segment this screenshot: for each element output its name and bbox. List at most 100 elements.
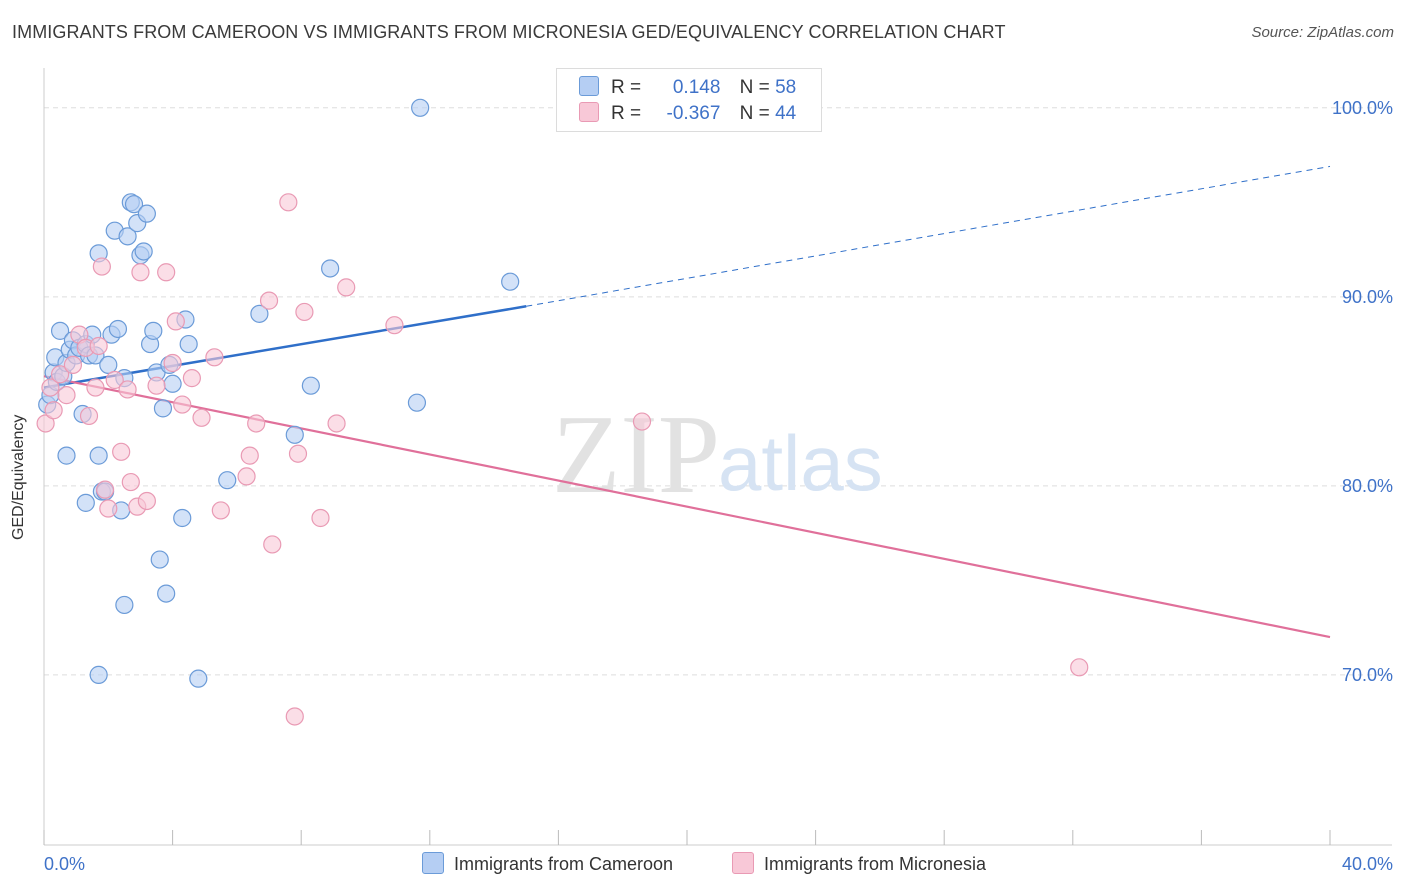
cameroon-trendline-extension [526, 165, 1331, 307]
cameroon-point [137, 204, 156, 223]
source-label: Source: ZipAtlas.com [1251, 24, 1394, 41]
y-tick-label: 100.0% [1332, 98, 1393, 118]
legend-item-micronesia: Immigrants from Micronesia [732, 852, 986, 875]
cameroon-point [179, 334, 198, 354]
watermark-zip: ZIP [552, 393, 720, 517]
cameroon-point [50, 321, 70, 340]
points-layer [36, 98, 1089, 726]
micronesia-point [192, 408, 211, 427]
tick-labels: 70.0% 80.0% 90.0% 100.0% 0.0% 40.0% [44, 98, 1393, 874]
cameroon-point [115, 595, 134, 615]
legend-label-cameroon: Immigrants from Cameroon [454, 854, 674, 874]
micronesia-point [147, 376, 166, 395]
cameroon-point [76, 493, 95, 512]
micronesia-point [95, 480, 115, 499]
micronesia-point [79, 406, 99, 426]
micronesia-point [632, 412, 652, 431]
micronesia-point [247, 414, 266, 433]
cameroon-point [218, 471, 237, 490]
micronesia-point [89, 336, 108, 356]
micronesia-point [311, 508, 330, 528]
micronesia-point [259, 291, 279, 310]
cameroon-point [144, 321, 163, 340]
axis-layer [43, 68, 1392, 846]
micronesia-point [121, 472, 140, 492]
micronesia-point [131, 263, 150, 282]
y-tick-label: 90.0% [1342, 287, 1393, 307]
stats-legend: R = 0.148 N = 58 R = -0.367 N = 44 [556, 68, 822, 132]
cameroon-point [134, 242, 153, 261]
micronesia-point [263, 535, 282, 554]
cameroon-legend-swatch [422, 852, 444, 874]
cameroon-point [501, 272, 520, 291]
micronesia-point [44, 401, 63, 420]
cameroon-point [108, 319, 128, 339]
legend-label-micronesia: Immigrants from Micronesia [764, 854, 987, 874]
micronesia-point [118, 380, 137, 399]
micronesia-point [36, 414, 55, 433]
legend-item-cameroon: Immigrants from Cameroon [422, 852, 673, 875]
micronesia-point [288, 444, 308, 463]
r-label: R = [611, 77, 642, 98]
cameroon-point [99, 355, 118, 374]
r-label: R = [611, 103, 642, 124]
cameroon-point [411, 98, 430, 117]
micronesia-point [41, 378, 60, 397]
micronesia-point [211, 501, 230, 520]
n-value: 44 [775, 103, 797, 124]
micronesia-point [337, 278, 356, 297]
micronesia-point [57, 386, 76, 405]
micronesia-point [99, 499, 118, 518]
cameroon-point [57, 446, 76, 465]
stats-row-cameroon: R = 0.148 N = 58 [579, 76, 796, 100]
n-label: N = [739, 77, 770, 98]
micronesia-point [92, 257, 111, 276]
n-value: 58 [775, 77, 797, 98]
micronesia-point [157, 263, 176, 282]
cameroon-point [321, 259, 340, 278]
micronesia-point [240, 446, 259, 465]
micronesia-point [205, 348, 224, 367]
micronesia-swatch [579, 102, 599, 122]
cameroon-point [157, 584, 176, 603]
n-label: N = [739, 103, 770, 124]
cameroon-point [124, 195, 144, 214]
micronesia-point [237, 467, 256, 486]
watermark: ZIP atlas [552, 393, 883, 517]
micronesia-point [385, 316, 404, 335]
micronesia-legend-swatch [732, 852, 754, 874]
cameroon-swatch [579, 76, 599, 96]
r-value: 0.148 [672, 77, 721, 98]
x-tick-label: 0.0% [44, 854, 85, 874]
micronesia-point [105, 370, 124, 390]
micronesia-point [63, 355, 83, 374]
micronesia-point [86, 378, 105, 397]
micronesia-point [295, 302, 314, 322]
cameroon-point [153, 399, 173, 418]
grid-layer [44, 107, 1392, 676]
micronesia-point [50, 365, 70, 384]
micronesia-point [173, 395, 192, 414]
micronesia-point [137, 491, 156, 511]
y-tick-label: 80.0% [1342, 476, 1393, 496]
cameroon-point [285, 425, 304, 444]
watermark-atlas: atlas [718, 419, 883, 507]
cameroon-point [407, 393, 427, 412]
micronesia-point [285, 707, 304, 726]
cameroon-point [173, 508, 192, 528]
stats-row-micronesia: R = -0.367 N = 44 [579, 102, 796, 126]
cameroon-point [118, 227, 137, 246]
cameroon-point [150, 550, 169, 569]
micronesia-point [112, 442, 131, 461]
cameroon-point [89, 665, 108, 684]
cameroon-point [189, 669, 208, 688]
cameroon-point [301, 376, 320, 395]
x-tick-label: 40.0% [1342, 854, 1393, 874]
cameroon-point [89, 446, 108, 465]
cameroon-point [250, 304, 269, 323]
cameroon-point [163, 374, 182, 393]
micronesia-point [1070, 658, 1089, 677]
micronesia-point [166, 312, 185, 331]
micronesia-point [279, 193, 298, 212]
